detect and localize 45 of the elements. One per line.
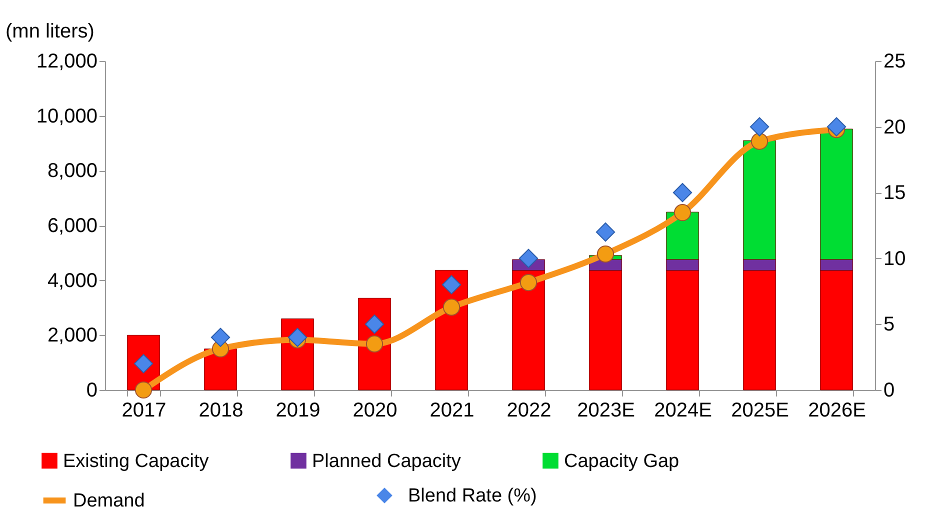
y-tick-label: 2,000 bbox=[47, 324, 98, 347]
point bbox=[210, 328, 230, 347]
point bbox=[288, 328, 308, 347]
x-tick-label: 2018 bbox=[198, 400, 244, 422]
x-tick-label: 2019 bbox=[276, 400, 320, 422]
point bbox=[520, 274, 538, 292]
x-tick-label: 2023E bbox=[577, 400, 635, 422]
point bbox=[750, 117, 770, 136]
point bbox=[366, 335, 384, 352]
point bbox=[518, 248, 538, 268]
x-tick-label: 2020 bbox=[352, 400, 398, 422]
legend-label: Demand bbox=[73, 490, 145, 510]
y-tick-label: 12,000 bbox=[36, 50, 98, 72]
point bbox=[134, 381, 152, 399]
x-tick-label: 2026E bbox=[808, 400, 866, 422]
y-tick-label: 8,000 bbox=[47, 160, 98, 182]
x-tick-label: 2022 bbox=[506, 400, 552, 422]
y-tick-label: 0 bbox=[86, 380, 98, 402]
legend-label: Capacity Gap bbox=[564, 450, 680, 472]
x-tick-label: 2017 bbox=[122, 400, 166, 422]
y2-tick-label: 20 bbox=[884, 116, 906, 138]
y-tick-label: 4,000 bbox=[47, 270, 98, 292]
legend-label: Blend Rate (%) bbox=[408, 486, 537, 506]
point bbox=[750, 132, 768, 150]
y-tick-label: 6,000 bbox=[47, 215, 98, 237]
y2-tick-label: 0 bbox=[884, 380, 895, 402]
y-tick-label: 10,000 bbox=[36, 105, 98, 128]
legend-label: Planned Capacity bbox=[312, 450, 462, 472]
x-tick-label: 2021 bbox=[430, 400, 474, 422]
point bbox=[442, 298, 460, 316]
x-tick-label: 2025E bbox=[731, 400, 789, 422]
x-tick-label: 2024E bbox=[654, 400, 712, 422]
point bbox=[596, 245, 614, 263]
y-axis-title: (mn liters) bbox=[6, 20, 94, 42]
y2-tick-label: 15 bbox=[884, 182, 906, 204]
y2-tick-label: 25 bbox=[884, 50, 906, 72]
point bbox=[364, 314, 384, 334]
point bbox=[596, 222, 616, 242]
legend-label: Existing Capacity bbox=[63, 450, 210, 472]
point bbox=[442, 275, 462, 294]
y2-tick-label: 10 bbox=[884, 248, 906, 270]
point bbox=[672, 183, 692, 202]
point bbox=[674, 204, 692, 222]
y2-tick-label: 5 bbox=[884, 314, 895, 336]
point bbox=[826, 117, 846, 136]
